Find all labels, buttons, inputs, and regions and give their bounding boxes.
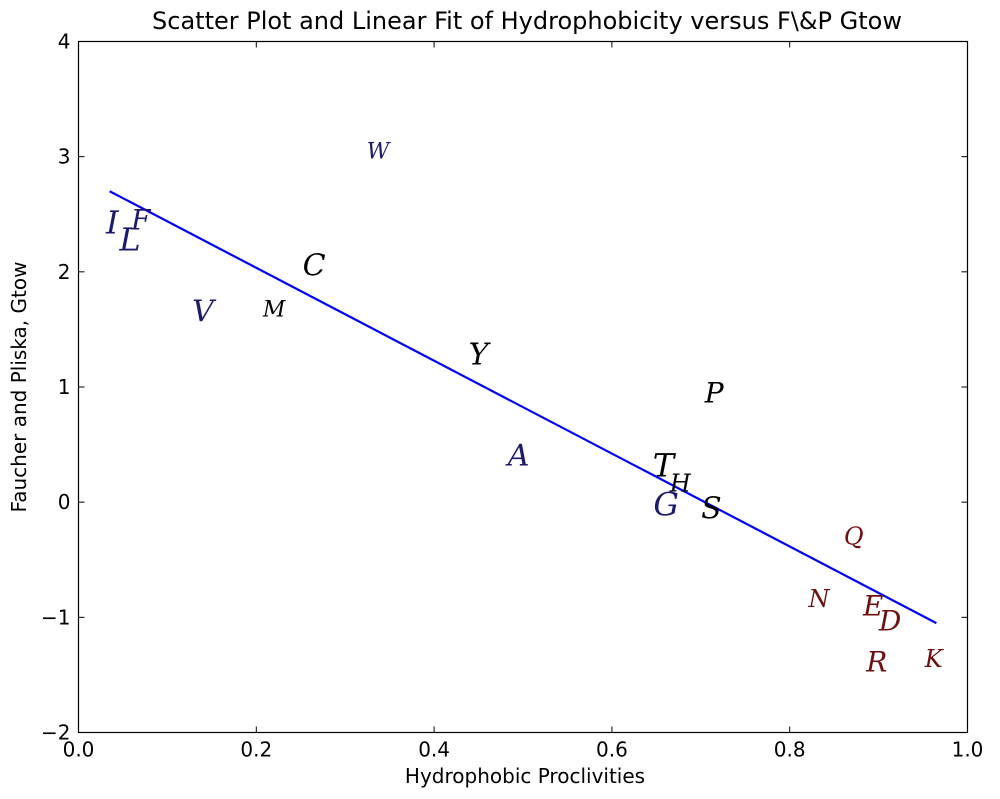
chart-title: Scatter Plot and Linear Fit of Hydrophob… xyxy=(152,7,902,35)
data-point-label: P xyxy=(704,376,725,409)
x-tick-label: 1.0 xyxy=(952,738,984,762)
x-tick-label: 0.6 xyxy=(596,738,628,762)
data-points: I FL W C V M Y P A THG S Q N EDR K xyxy=(105,140,945,679)
data-point-label: T xyxy=(653,446,677,484)
data-point-label: M xyxy=(262,297,286,322)
y-axis: −2 −1 0 1 2 3 4 xyxy=(41,30,968,745)
data-point-label: Y xyxy=(469,337,492,372)
data-point-label: N xyxy=(808,585,831,613)
y-tick-label: 4 xyxy=(58,30,71,54)
data-point-label: V xyxy=(192,295,217,330)
data-point-label: H xyxy=(669,470,692,498)
data-point-label: Q xyxy=(844,523,864,551)
y-axis-label: Faucher and Pliska, Gtow xyxy=(7,262,31,513)
y-tick-label: 2 xyxy=(58,260,71,284)
data-point-label: I xyxy=(105,203,120,241)
y-tick-label: 1 xyxy=(58,375,71,399)
y-tick-label: 0 xyxy=(58,490,71,514)
data-point-label: R xyxy=(865,646,887,679)
data-point-label: G xyxy=(653,485,679,523)
x-tick-label: 0.0 xyxy=(63,738,95,762)
x-tick-label: 0.2 xyxy=(240,738,272,762)
y-tick-label: −1 xyxy=(41,605,70,629)
x-tick-label: 0.8 xyxy=(774,738,806,762)
data-point-label: W xyxy=(367,140,392,165)
y-tick-label: −2 xyxy=(41,721,70,745)
data-point-label: E xyxy=(862,589,883,622)
data-point-label: S xyxy=(701,492,722,527)
y-tick-label: 3 xyxy=(58,145,71,169)
plot-frame xyxy=(77,40,969,734)
x-axis-label: Hydrophobic Proclivities xyxy=(405,764,645,788)
data-point-label: A xyxy=(505,439,530,474)
x-axis: 0.0 0.2 0.4 0.6 0.8 1.0 xyxy=(63,41,984,762)
linear-fit-line xyxy=(109,190,937,625)
data-point-label: C xyxy=(303,249,326,284)
data-point-label: F xyxy=(130,204,152,237)
data-point-label: D xyxy=(878,604,901,637)
data-point-label: L xyxy=(118,221,140,259)
x-tick-label: 0.4 xyxy=(418,738,450,762)
data-point-label: K xyxy=(924,645,945,673)
